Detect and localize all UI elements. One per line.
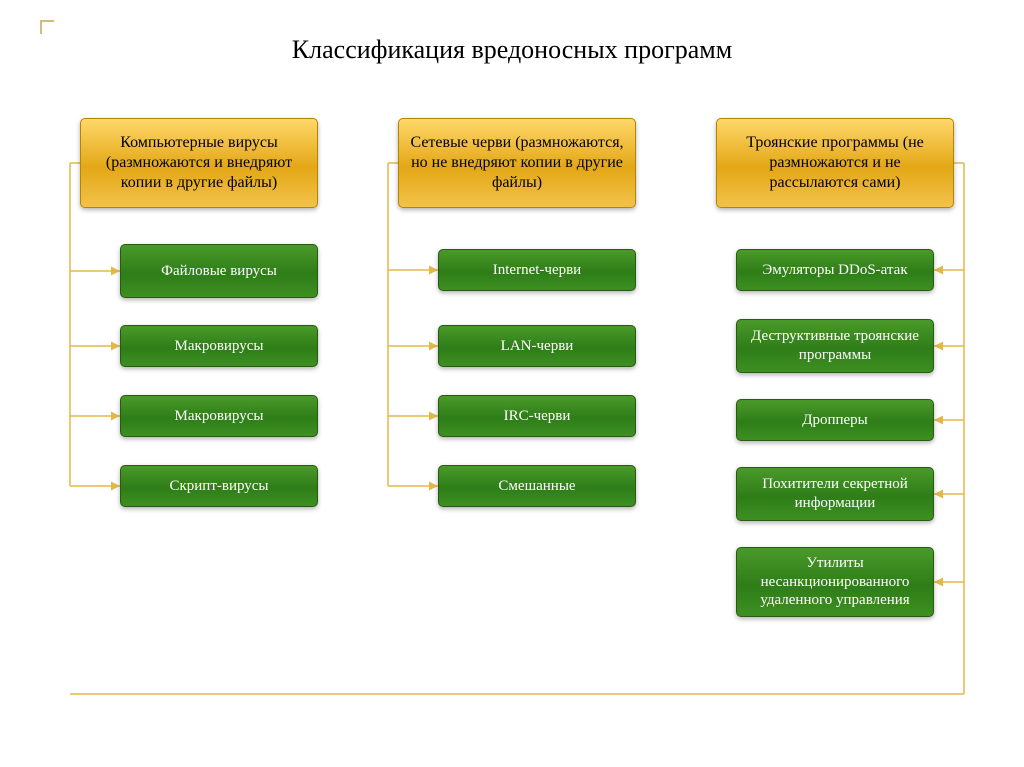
diagram-title: Классификация вредоносных программ (0, 35, 1024, 65)
frame-corner (40, 20, 54, 34)
item-box: Похитители секретной информации (736, 467, 934, 521)
connectors-layer (0, 0, 1024, 767)
category-box: Компьютерные вирусы (размножаются и внед… (80, 118, 318, 208)
item-box: Файловые вирусы (120, 244, 318, 298)
item-box: Internet-черви (438, 249, 636, 291)
item-box: Скрипт-вирусы (120, 465, 318, 507)
item-box: Макровирусы (120, 395, 318, 437)
item-box: Утилиты несанкционированного удаленного … (736, 547, 934, 617)
category-box: Троянские программы (не размножаются и н… (716, 118, 954, 208)
item-box: IRC-черви (438, 395, 636, 437)
item-box: Смешанные (438, 465, 636, 507)
item-box: Деструктивные троянские программы (736, 319, 934, 373)
item-box: Макровирусы (120, 325, 318, 367)
item-box: Дропперы (736, 399, 934, 441)
category-box: Сетевые черви (размножаются, но не внедр… (398, 118, 636, 208)
item-box: LAN-черви (438, 325, 636, 367)
item-box: Эмуляторы DDoS-атак (736, 249, 934, 291)
